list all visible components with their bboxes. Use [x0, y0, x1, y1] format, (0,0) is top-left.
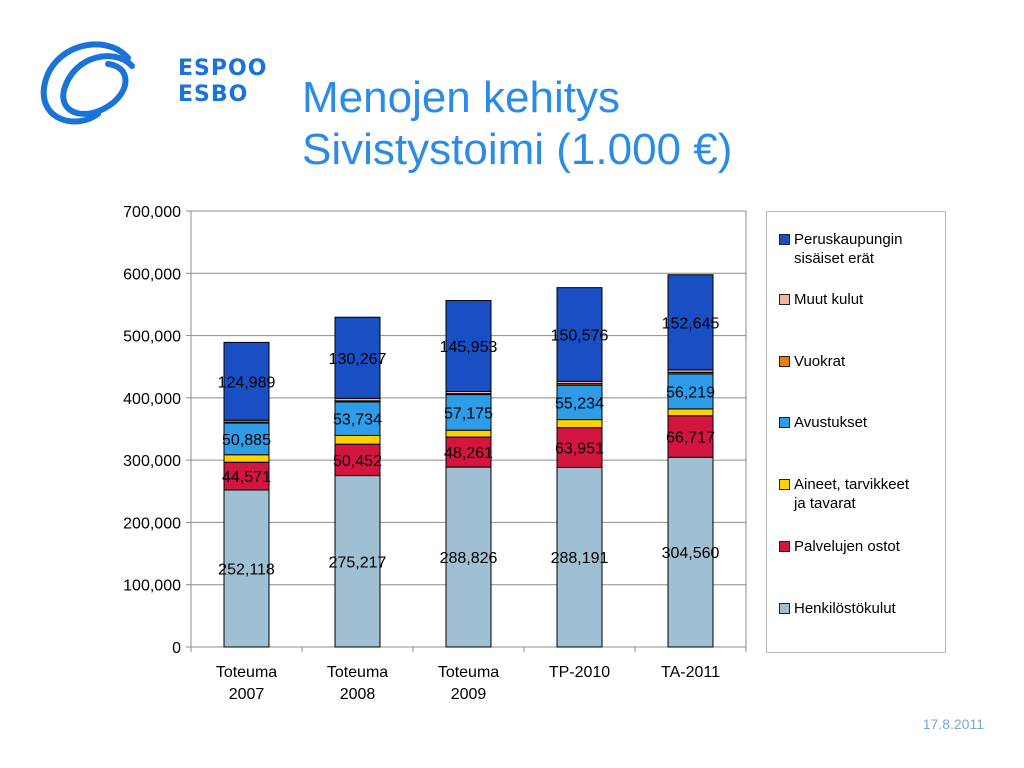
legend-label: Aineet, tarvikkeet	[794, 476, 910, 493]
y-tick-label: 700,000	[123, 204, 181, 221]
data-label: 48,261	[444, 445, 493, 462]
bar-segment	[667, 408, 714, 417]
data-label: 57,175	[444, 405, 493, 422]
data-label: 304,560	[662, 545, 720, 562]
x-tick-label: Toteuma	[327, 664, 388, 681]
data-label: 152,645	[662, 315, 720, 332]
legend-label-2: ja tavarat	[794, 495, 856, 512]
y-tick-label: 300,000	[123, 453, 181, 470]
data-label: 124,989	[218, 374, 276, 391]
bar-segment	[334, 434, 381, 445]
y-tick-label: 500,000	[123, 329, 181, 346]
bar-segment	[223, 454, 270, 463]
y-tick-label: 600,000	[123, 266, 181, 283]
slide-date: 17.8.2011	[922, 716, 984, 732]
legend-swatch	[779, 479, 790, 490]
y-axis: 0 100,000 200,000 300,000 400,000 500,000 600,…	[123, 204, 191, 657]
page-title: Menojen kehitys Sivistystoimi (1.000 €)	[302, 72, 732, 176]
bar-segment	[445, 429, 492, 438]
legend-label: Henkilöstökulut	[794, 600, 896, 617]
data-label: 145,953	[440, 339, 498, 356]
logo-text-espoo: ESPOO	[178, 56, 268, 81]
x-axis: Toteuma 2007 Toteuma 2008 Toteuma 2009 TP-2010…	[190, 647, 747, 703]
bar-segment	[667, 373, 714, 410]
legend-label: Avustukset	[794, 414, 868, 431]
bar-segment	[334, 401, 381, 436]
chart-legend: Peruskaupungin sisäiset erät Muut kulut V…	[766, 211, 946, 653]
y-tick-label: 0	[172, 640, 181, 657]
x-tick-label: Toteuma	[216, 664, 277, 681]
data-label: 130,267	[329, 351, 387, 368]
data-label: 63,951	[555, 441, 604, 458]
y-tick-label: 100,000	[123, 578, 181, 595]
legend-label: Vuokrat	[794, 353, 846, 370]
data-label: 44,571	[222, 469, 271, 486]
bar-segment	[556, 384, 603, 421]
espoo-swirl-icon	[40, 41, 135, 125]
legend-swatch	[779, 541, 790, 552]
bar-segment	[334, 475, 381, 648]
legend-swatch	[779, 603, 790, 614]
legend-swatch	[779, 294, 790, 305]
legend-label: Muut kulut	[794, 291, 864, 308]
x-tick-label: 2007	[229, 686, 265, 703]
chart-grid	[190, 210, 747, 648]
legend-swatch	[779, 417, 790, 428]
legend-swatch	[779, 356, 790, 367]
bar-segment	[223, 489, 270, 648]
bar-segment	[556, 466, 603, 648]
bar-segment	[334, 443, 381, 477]
espoo-logo: ESPOO ESBO	[36, 36, 266, 132]
legend-swatch	[779, 234, 790, 245]
bar-segment	[445, 300, 492, 392]
x-tick-label: TA-2011	[661, 664, 720, 681]
legend-label-2: sisäiset erät	[794, 250, 875, 267]
bar-segment	[556, 287, 603, 382]
bar-segment	[334, 316, 381, 399]
x-tick-label: 2008	[340, 686, 376, 703]
bar-segment	[556, 419, 603, 429]
data-label: 56,219	[666, 384, 715, 401]
data-label: 50,885	[222, 432, 271, 449]
data-label: 252,118	[218, 561, 275, 578]
title-line-1: Menojen kehitys	[302, 73, 620, 122]
x-tick-label: TP-2010	[549, 664, 610, 681]
bar-segment	[667, 274, 714, 371]
x-tick-label: Toteuma	[438, 664, 499, 681]
data-label: 275,217	[329, 554, 387, 571]
data-label: 50,452	[333, 453, 382, 470]
data-labels: 252,118 44,571 50,885 124,989 275,217 50,452 5…	[218, 315, 720, 578]
data-label: 288,191	[551, 550, 609, 567]
logo-text-esbo: ESBO	[178, 82, 249, 107]
data-label: 53,734	[333, 412, 382, 429]
bar-segment	[223, 461, 270, 491]
bar-segment	[556, 427, 603, 468]
bar-segment	[667, 456, 714, 648]
x-tick-label: 2009	[451, 686, 487, 703]
data-label: 150,576	[551, 328, 609, 345]
data-label: 66,717	[666, 430, 715, 447]
data-label: 55,234	[555, 395, 604, 412]
y-tick-label: 200,000	[123, 515, 181, 532]
legend-label: Palvelujen ostot	[794, 538, 900, 555]
bar-segment	[223, 341, 270, 421]
title-line-2: Sivistystoimi (1.000 €)	[302, 125, 733, 174]
y-tick-label: 400,000	[123, 391, 181, 408]
data-label: 288,826	[440, 550, 498, 567]
chart-bars	[223, 274, 714, 648]
legend-label: Peruskaupungin	[794, 231, 903, 248]
